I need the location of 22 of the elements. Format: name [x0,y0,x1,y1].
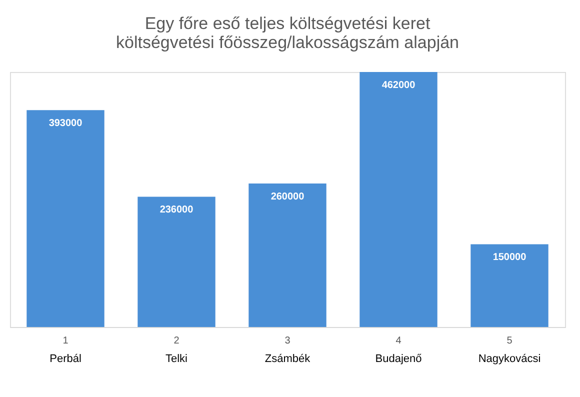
bar [138,196,216,327]
bar [26,110,104,327]
text: Budajenő [375,353,422,365]
text: Nagykovácsi [478,353,541,365]
x-tick-label: 5 [506,336,513,346]
data-label: 150000 [492,252,527,264]
bar [470,244,548,327]
bar [248,183,326,327]
text: költségvetési főösszeg/lakosságszám alapján [116,33,460,52]
data-label: 260000 [270,191,305,202]
text: Perbál [50,353,82,365]
x-tick-label: 1 [62,336,69,346]
text: Zsámbék [264,353,311,365]
x-tick-label: 2 [174,336,180,346]
bar [360,72,438,327]
text: Egy főre eső teljes költségvetési keret [144,14,430,33]
data-label: 393000 [48,118,83,130]
data-label: 462000 [382,80,416,91]
x-tick-label: 4 [396,336,402,346]
data-label: 236000 [160,204,194,216]
text: Telki [165,353,188,365]
x-tick-label: 3 [284,336,291,346]
